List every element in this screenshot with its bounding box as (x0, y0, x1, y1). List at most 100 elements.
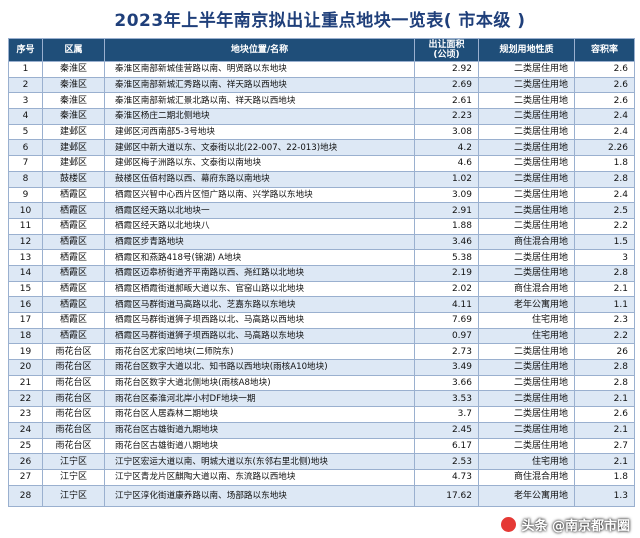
cell-location: 栖霞区步青路地块 (104, 233, 415, 251)
cell-land-use: 二类居住用地 (478, 343, 575, 361)
cell-land-use: 住宅用地 (478, 312, 575, 329)
cell-far: 2.5 (574, 202, 635, 219)
table-row: 1 秦淮区 秦淮区南部新城佳营路以南、明贤路以东地块 2.92 二类居住用地 2.6 (8, 61, 635, 78)
cell-location: 雨花台区古雄街道九期地块 (104, 421, 415, 439)
watermark-text: 头条 @南京都市圈 (521, 519, 630, 534)
cell-area: 4.6 (414, 155, 479, 172)
cell-land-use: 二类居住用地 (478, 217, 575, 235)
cell-location: 建邺区梅子洲路以东、文泰街以南地块 (104, 155, 415, 172)
cell-far: 1.8 (574, 155, 635, 172)
cell-land-use: 二类居住用地 (478, 76, 575, 94)
cell-location: 建邺区河西南部5-3号地块 (104, 123, 415, 141)
col-header-location: 地块位置/名称 (104, 38, 415, 62)
cell-area: 2.19 (414, 264, 479, 282)
cell-district: 江宁区 (42, 484, 105, 507)
cell-location: 秦淮区南部新城佳营路以南、明贤路以东地块 (104, 61, 415, 78)
cell-far: 2.4 (574, 123, 635, 141)
cell-location: 栖霞区和燕路418号(锦湖) A地块 (104, 249, 415, 266)
cell-district: 建邺区 (42, 139, 105, 157)
cell-district: 雨花台区 (42, 437, 105, 455)
table-row: 4 秦淮区 秦淮区杨庄二期北侧地块 2.23 二类居住用地 2.4 (8, 108, 635, 125)
cell-district: 栖霞区 (42, 264, 105, 282)
cell-area: 1.02 (414, 170, 479, 188)
cell-index: 5 (8, 123, 43, 141)
table-row: 8 鼓楼区 鼓楼区伍佰村路以西、幕府东路以南地块 1.02 二类居住用地 2.8 (8, 170, 635, 188)
cell-index: 15 (8, 280, 43, 298)
cell-district: 雨花台区 (42, 421, 105, 439)
col-header-index: 序号 (8, 38, 43, 62)
cell-location: 雨花台区数字大道以北、知书路以西地块(雨核A10地块) (104, 359, 415, 376)
cell-location: 雨花台区秦淮河北岸小村DF地块一期 (104, 390, 415, 408)
table-row: 15 栖霞区 栖霞区栖霞街道郝畈大道以东、官窑山路以北地块 2.02 商住混合用地 2.1 (8, 280, 635, 298)
cell-land-use: 二类居住用地 (478, 186, 575, 204)
col-header-land-use: 规划用地性质 (478, 38, 575, 62)
cell-location: 栖霞区马群街道狮子坝西路以北、马高路以东地块 (104, 327, 415, 345)
table-row: 17 栖霞区 栖霞区马群街道狮子坝西路以北、马高路以西地块 7.69 住宅用地 2.3 (8, 312, 635, 329)
cell-location: 江宁区宏运大道以南、明城大道以东(东邻右里北侧)地块 (104, 453, 415, 470)
cell-location: 栖霞区栖霞街道郝畈大道以东、官窑山路以北地块 (104, 280, 415, 298)
cell-district: 雨花台区 (42, 390, 105, 408)
cell-location: 秦淮区杨庄二期北侧地块 (104, 108, 415, 125)
cell-far: 2.8 (574, 264, 635, 282)
cell-index: 13 (8, 249, 43, 266)
cell-far: 26 (574, 343, 635, 361)
table-row: 11 栖霞区 栖霞区经天路以北地块八 1.88 二类居住用地 2.2 (8, 217, 635, 235)
cell-far: 3 (574, 249, 635, 266)
cell-area: 3.09 (414, 186, 479, 204)
cell-land-use: 二类居住用地 (478, 264, 575, 282)
cell-district: 栖霞区 (42, 249, 105, 266)
cell-far: 2.8 (574, 359, 635, 376)
cell-index: 11 (8, 217, 43, 235)
table-row: 16 栖霞区 栖霞区马群街道马高路以北、芝嘉东路以东地块 4.11 老年公寓用地 1.1 (8, 296, 635, 313)
cell-far: 2.2 (574, 217, 635, 235)
cell-far: 2.8 (574, 374, 635, 392)
cell-area: 3.7 (414, 406, 479, 423)
table-row: 26 江宁区 江宁区宏运大道以南、明城大道以东(东邻右里北侧)地块 2.53 住宅用地 2… (8, 453, 635, 470)
cell-land-use: 商住混合用地 (478, 280, 575, 298)
cell-land-use: 二类居住用地 (478, 155, 575, 172)
cell-district: 鼓楼区 (42, 170, 105, 188)
cell-index: 14 (8, 264, 43, 282)
table-row: 12 栖霞区 栖霞区步青路地块 3.46 商住混合用地 1.5 (8, 233, 635, 251)
cell-far: 1.1 (574, 296, 635, 313)
cell-area: 4.2 (414, 139, 479, 157)
cell-location: 雨花台区古雄街道八期地块 (104, 437, 415, 455)
cell-index: 17 (8, 312, 43, 329)
cell-index: 9 (8, 186, 43, 204)
cell-location: 栖霞区迈皋桥街道齐平南路以西、尧红路以北地块 (104, 264, 415, 282)
cell-far: 1.8 (574, 468, 635, 486)
cell-location: 雨花台区人居森林二期地块 (104, 406, 415, 423)
cell-area: 2.91 (414, 202, 479, 219)
table-row: 7 建邺区 建邺区梅子洲路以东、文泰街以南地块 4.6 二类居住用地 1.8 (8, 155, 635, 172)
cell-index: 6 (8, 139, 43, 157)
table-row: 5 建邺区 建邺区河西南部5-3号地块 3.08 二类居住用地 2.4 (8, 123, 635, 141)
cell-index: 20 (8, 359, 43, 376)
cell-area: 3.08 (414, 123, 479, 141)
cell-index: 1 (8, 61, 43, 78)
table-row: 22 雨花台区 雨花台区秦淮河北岸小村DF地块一期 3.53 二类居住用地 2.1 (8, 390, 635, 408)
cell-location: 秦淮区南部新城汇秀路以南、祥天路以西地块 (104, 76, 415, 94)
cell-far: 2.6 (574, 76, 635, 94)
cell-area: 17.62 (414, 484, 479, 507)
cell-far: 2.3 (574, 312, 635, 329)
cell-area: 2.61 (414, 92, 479, 110)
cell-far: 2.26 (574, 139, 635, 157)
cell-district: 秦淮区 (42, 108, 105, 125)
table-row: 14 栖霞区 栖霞区迈皋桥街道齐平南路以西、尧红路以北地块 2.19 二类居住用地 2.8 (8, 264, 635, 282)
cell-land-use: 二类居住用地 (478, 139, 575, 157)
table-row: 20 雨花台区 雨花台区数字大道以北、知书路以西地块(雨核A10地块) 3.49 二类居… (8, 359, 635, 376)
cell-location: 栖霞区经天路以北地块一 (104, 202, 415, 219)
cell-far: 2.1 (574, 421, 635, 439)
cell-index: 12 (8, 233, 43, 251)
cell-area: 1.88 (414, 217, 479, 235)
table-row: 9 栖霞区 栖霞区兴智中心西片区恒广路以南、兴学路以东地块 3.09 二类居住用地 2.4 (8, 186, 635, 204)
cell-land-use: 老年公寓用地 (478, 296, 575, 313)
cell-land-use: 二类居住用地 (478, 61, 575, 78)
cell-land-use: 住宅用地 (478, 327, 575, 345)
cell-district: 雨花台区 (42, 406, 105, 423)
cell-area: 5.38 (414, 249, 479, 266)
land-table: 序号 区属 地块位置/名称 出让面积 (公顷) 规划用地性质 容积率 1 秦淮区 秦淮区南部新… (8, 38, 635, 507)
watermark: 头条 @南京都市圈 (500, 515, 630, 534)
cell-district: 栖霞区 (42, 312, 105, 329)
cell-district: 栖霞区 (42, 327, 105, 345)
